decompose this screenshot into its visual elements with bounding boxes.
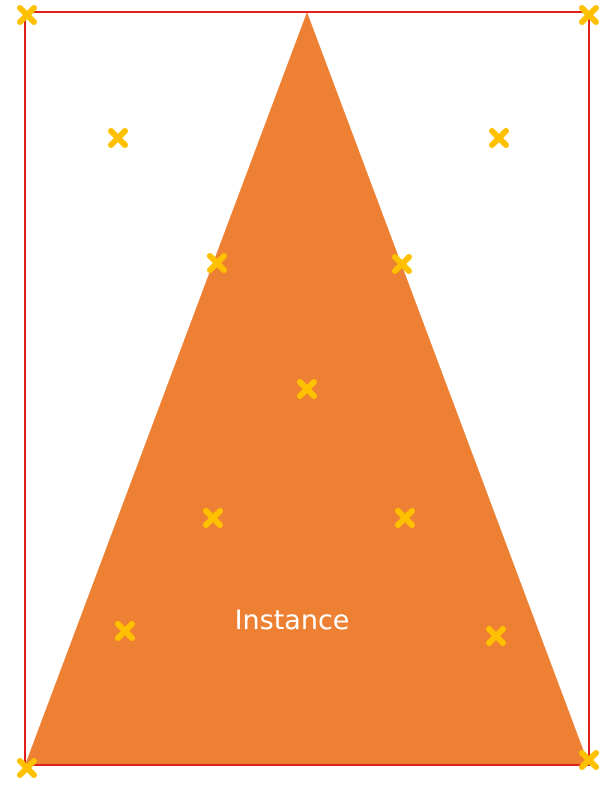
cross-marker-icon[interactable] <box>20 8 34 22</box>
cross-marker-icon[interactable] <box>492 131 506 145</box>
cross-marker-icon[interactable] <box>111 131 125 145</box>
instance-label: Instance <box>235 605 350 636</box>
